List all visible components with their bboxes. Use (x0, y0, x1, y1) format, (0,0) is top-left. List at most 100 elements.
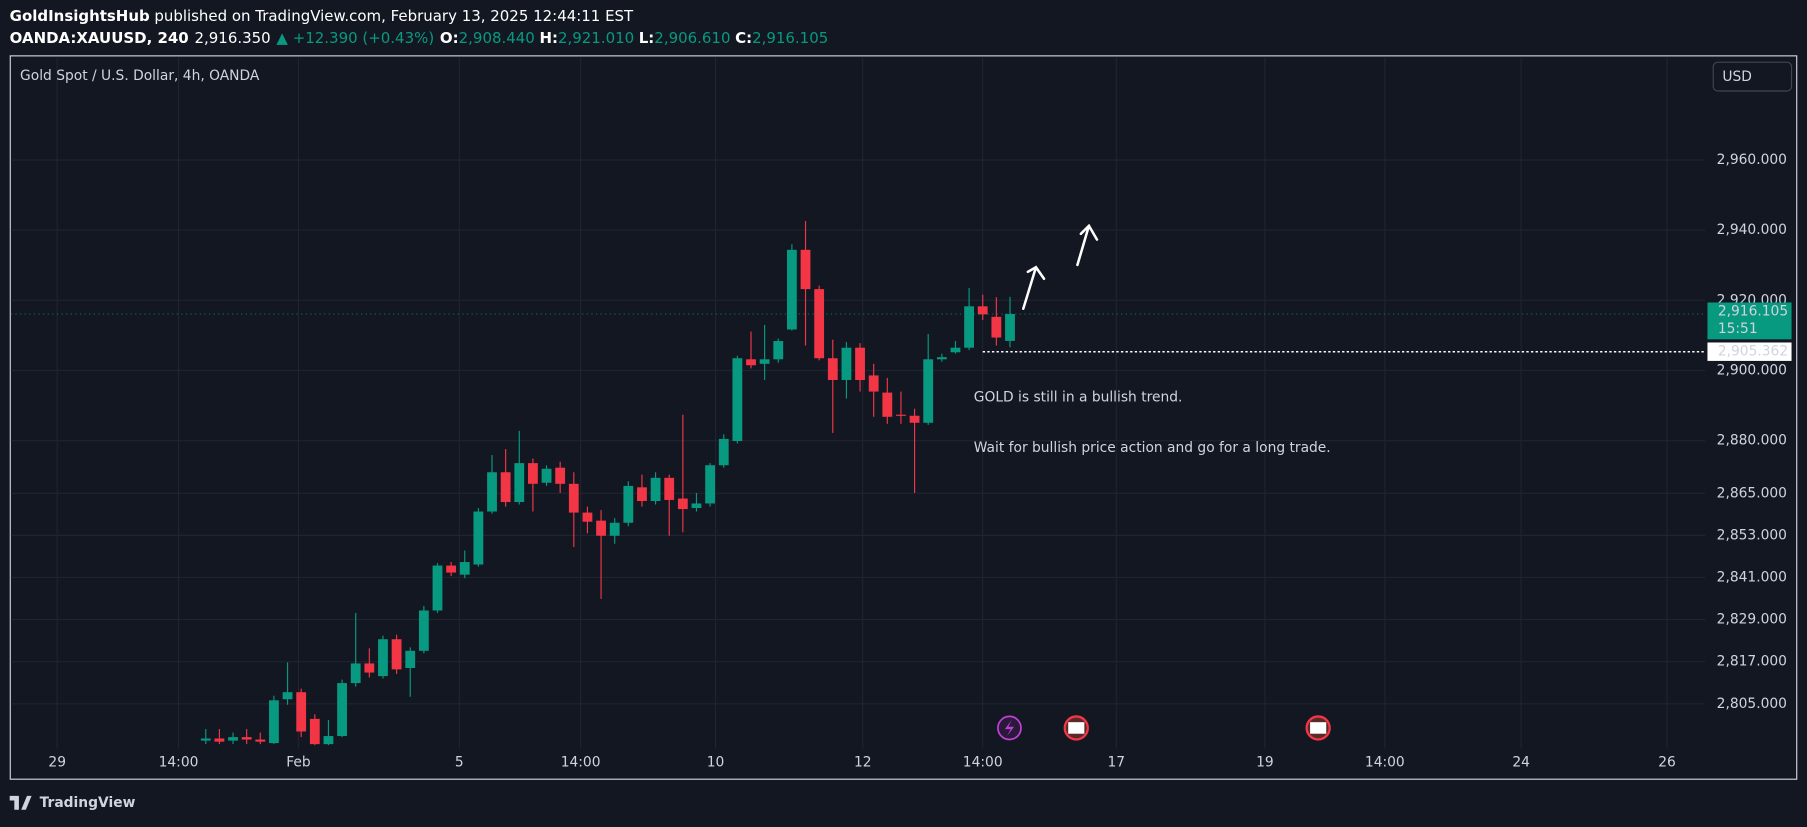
x-tick-label: 10 (707, 754, 725, 770)
candle-body (909, 415, 920, 423)
x-tick-label: 26 (1658, 754, 1676, 770)
candle-body (500, 472, 511, 503)
price-label-box (1707, 302, 1792, 340)
x-tick-label: 29 (48, 754, 66, 770)
candle-body (759, 359, 770, 364)
change: ▲ +12.390 (+0.43%) (276, 29, 434, 47)
y-tick-label: 2,960.000 (1717, 152, 1787, 168)
symbol: OANDA:XAUUSD, 240 (10, 29, 189, 47)
candle-body (705, 465, 716, 504)
candle-body (896, 414, 906, 416)
x-tick-label: 17 (1108, 754, 1126, 770)
h: 2,921.010 (558, 29, 634, 47)
author: GoldInsightsHub (10, 7, 150, 25)
candle-body (868, 375, 879, 392)
candle-body (528, 463, 538, 484)
x-tick-label: 14:00 (159, 754, 199, 770)
candle-body (691, 503, 702, 509)
candle-body (582, 512, 593, 522)
candle-body (936, 357, 947, 360)
candle-body (814, 289, 825, 359)
arrow (1076, 223, 1099, 267)
y-tick-label: 2,880.000 (1717, 433, 1787, 449)
candle-body (228, 737, 238, 741)
candle-body (459, 562, 470, 575)
candle-body (269, 700, 279, 744)
candle-body (405, 650, 416, 668)
last: 2,916.350 (195, 29, 271, 47)
x-tick-label: 24 (1512, 754, 1530, 770)
candle-body (432, 565, 443, 611)
candle-body (882, 392, 893, 417)
candle-body (296, 692, 307, 732)
candle-body (841, 347, 852, 380)
y-tick-label: 2,900.000 (1717, 363, 1787, 379)
y-tick-label: 2,817.000 (1717, 654, 1787, 670)
candle-body (718, 438, 729, 466)
h-label: H: (539, 29, 558, 47)
arrow (1022, 265, 1046, 310)
y-tick-label: 2,940.000 (1717, 222, 1787, 238)
y-tick-label: 2,841.000 (1717, 569, 1787, 585)
candle-body (827, 358, 838, 380)
candle-body (255, 739, 266, 742)
annotation: GOLD is still in a bullish trend. (974, 389, 1183, 405)
o: 2,908.440 (459, 29, 535, 47)
candle-body (1005, 314, 1015, 341)
event-icons (997, 715, 1331, 741)
x-tick-label: 12 (854, 754, 872, 770)
currency-label[interactable]: USD (1722, 69, 1752, 85)
candle-body (541, 468, 552, 483)
candle-body (364, 663, 375, 673)
candle-body (991, 316, 1002, 338)
header-line-2: OANDA:XAUUSD, 240 2,916.350 ▲ +12.390 (+0.… (10, 29, 829, 47)
published: published on TradingView.com, February 1… (154, 7, 634, 25)
candle-body (568, 483, 579, 513)
candle-body (446, 565, 457, 573)
candle-body (637, 487, 647, 502)
x-tick-label: 19 (1256, 754, 1274, 770)
arrows (1022, 223, 1099, 310)
flag (1068, 722, 1085, 734)
candle-body (786, 249, 797, 330)
candle-body (923, 359, 934, 423)
event-icon-bolt (1004, 719, 1015, 737)
candle-body (650, 477, 661, 502)
candle-body (473, 511, 484, 565)
header-line-1: GoldInsightsHub published on TradingView.… (10, 7, 634, 25)
footer-logo: TradingView (9, 795, 136, 811)
candle-body (418, 610, 429, 651)
candle-body (623, 485, 634, 523)
candle-body (309, 718, 320, 745)
l-label: L: (639, 29, 655, 47)
candle-body (391, 639, 402, 670)
currency-button[interactable]: USD (1712, 61, 1793, 92)
candle-body (664, 477, 675, 500)
candle-body (282, 692, 293, 700)
candle-body (378, 639, 388, 677)
y-tick-label: 2,829.000 (1717, 612, 1787, 628)
candle-body (241, 737, 252, 740)
annotation: Wait for bullish price action and go for… (974, 440, 1331, 456)
c-label: C: (735, 29, 752, 47)
candle-body (677, 498, 688, 510)
candle-body (555, 467, 566, 484)
candles (200, 221, 1015, 746)
candle-body (950, 347, 961, 353)
candle-body (514, 463, 525, 503)
c: 2,916.105 (752, 29, 828, 47)
x-tick-label: Feb (286, 754, 311, 770)
candle-body (732, 358, 743, 442)
x-tick-label: 14:00 (561, 754, 601, 770)
candle-body (964, 306, 975, 348)
grid: 2,805.000 2,817.000 2,829.000 2,841.000 2,85… (10, 57, 1787, 770)
y-tick-label: 2,853.000 (1717, 527, 1787, 543)
candle-body (977, 306, 988, 315)
flag (1310, 722, 1327, 734)
candle-body (337, 683, 347, 737)
x-tick-label: 14:00 (1365, 754, 1405, 770)
x-tick-label: 14:00 (963, 754, 1003, 770)
currency-button-box[interactable] (1712, 61, 1793, 92)
